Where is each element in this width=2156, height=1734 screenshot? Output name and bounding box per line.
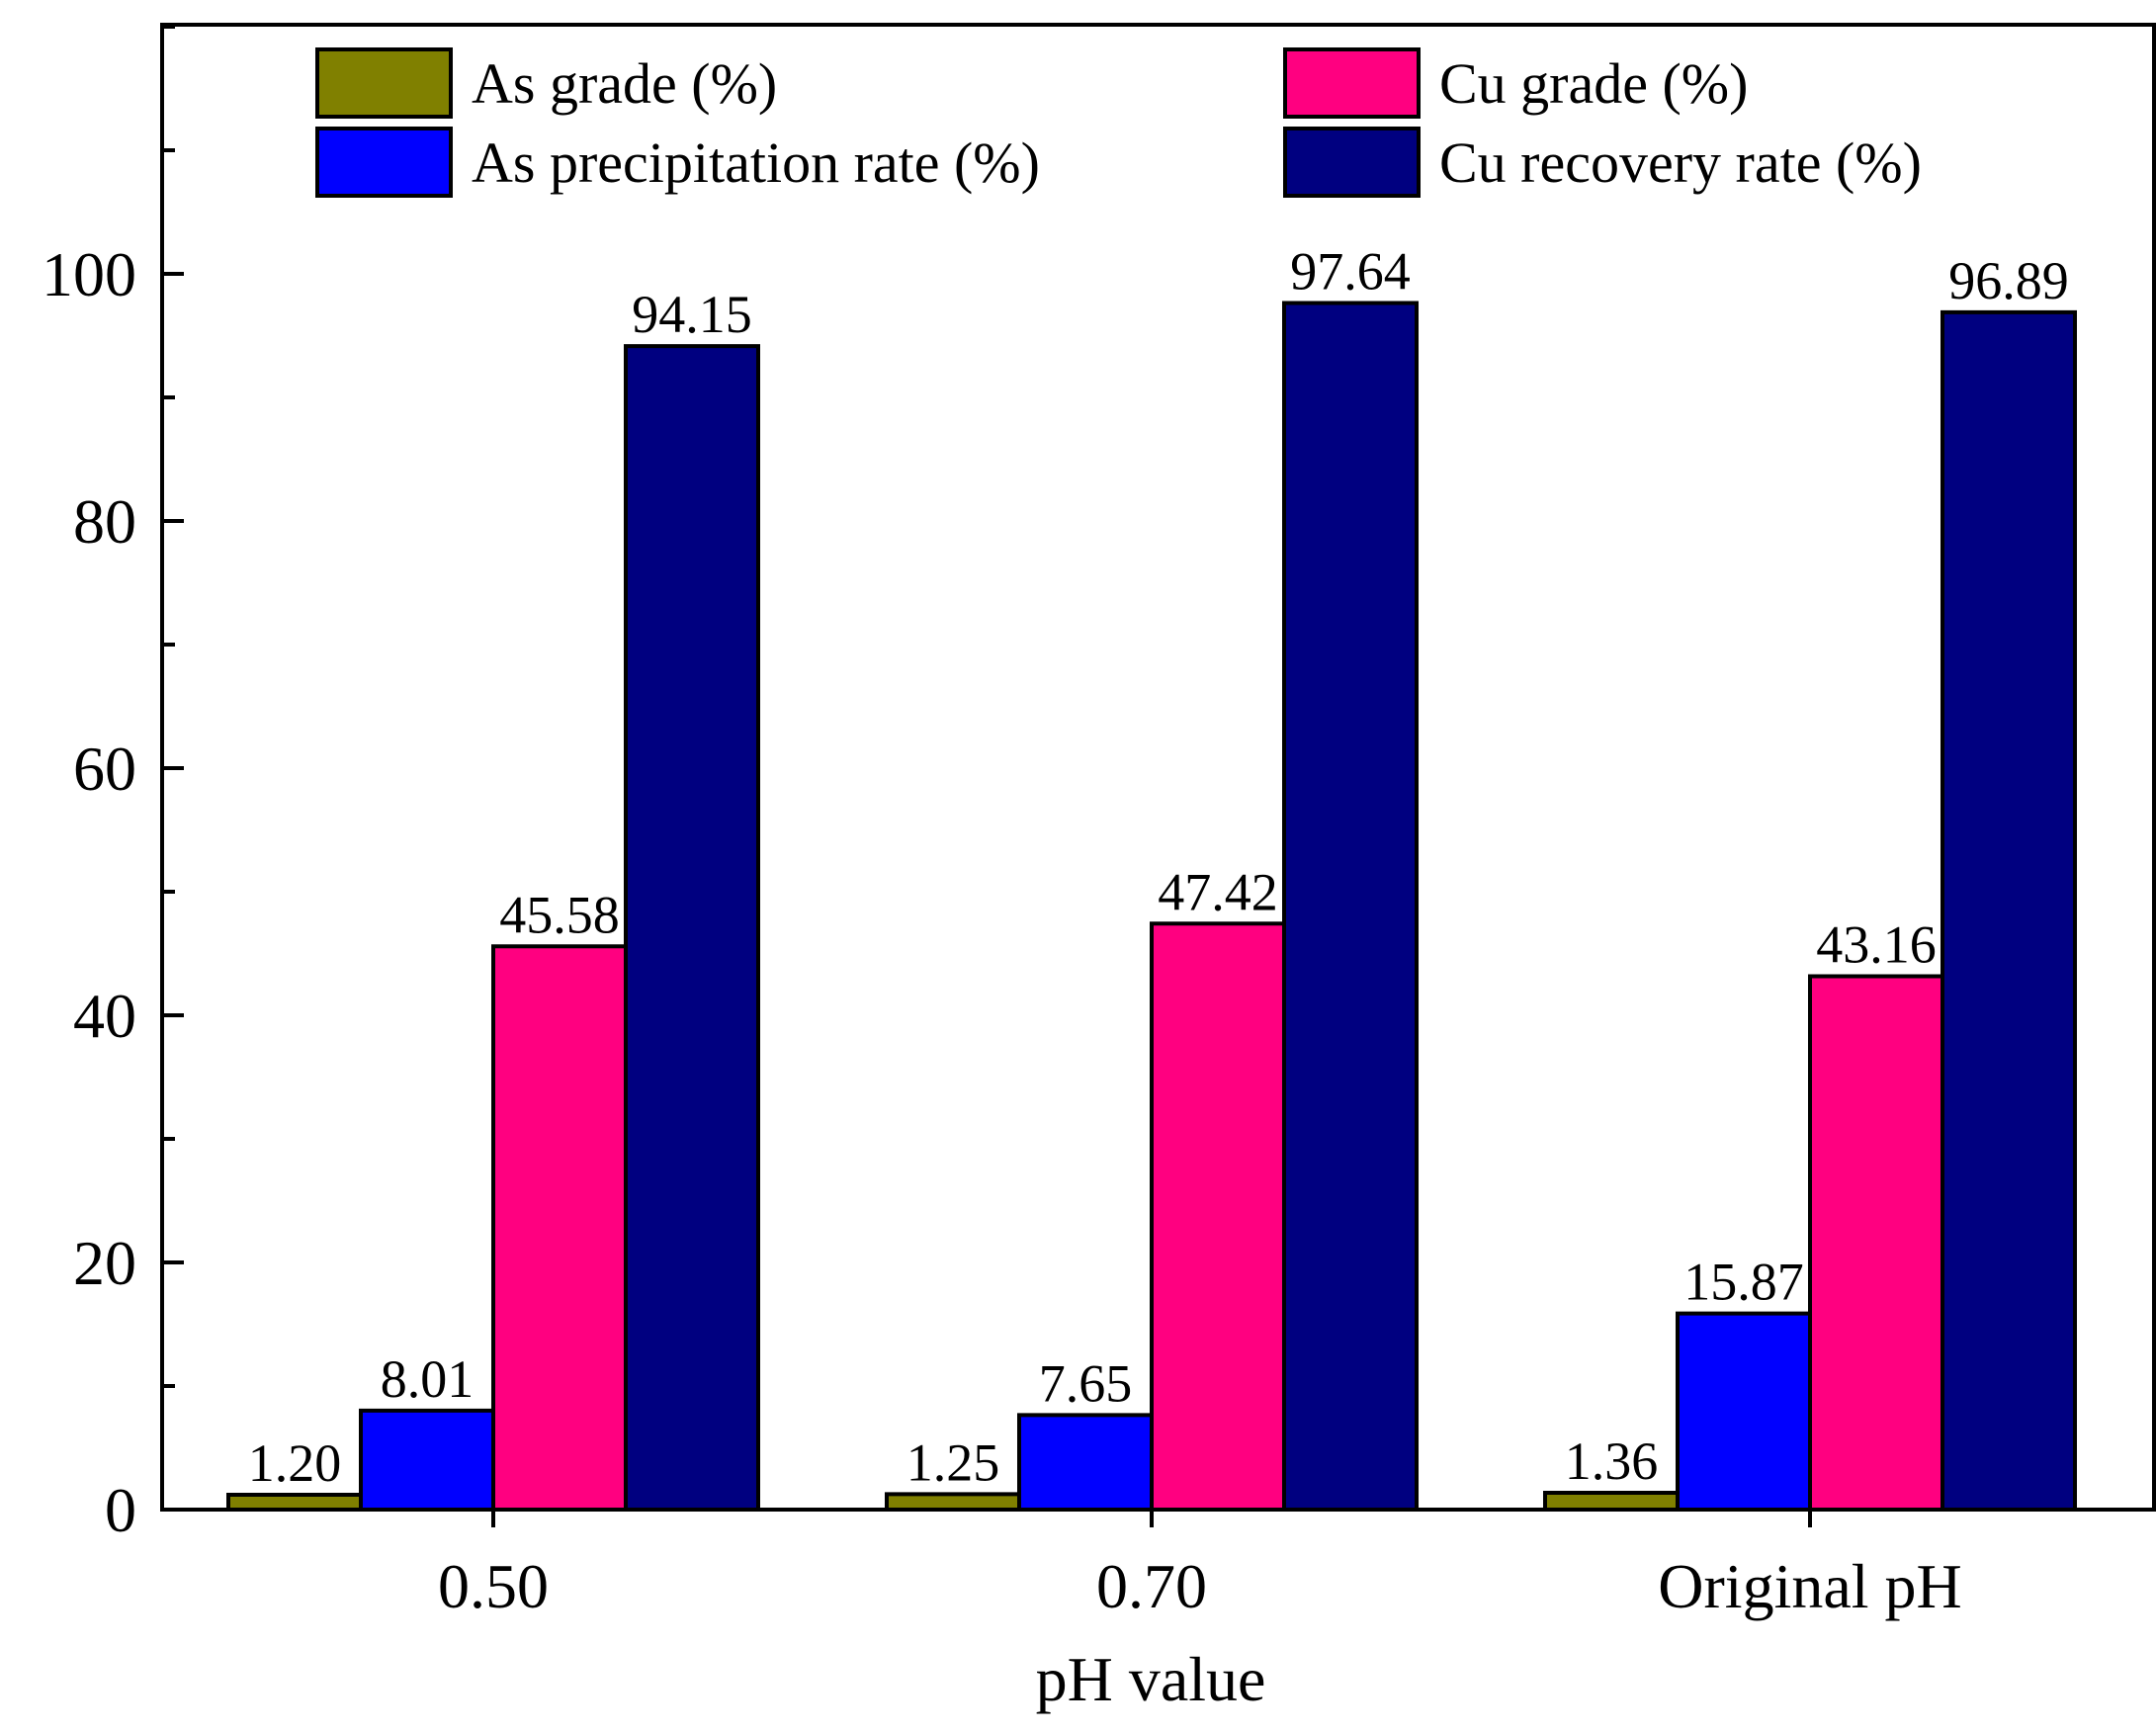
bar — [624, 344, 760, 1512]
bar-value-label: 97.64 — [1290, 242, 1411, 302]
bar — [885, 1492, 1021, 1512]
bar — [1940, 309, 2077, 1512]
bar — [226, 1493, 363, 1512]
legend-swatch — [315, 127, 453, 198]
bar-value-label: 15.87 — [1683, 1253, 1804, 1312]
y-axis: 0 20 40 60 80 100 — [42, 25, 184, 1545]
x-tick-label: 0.50 — [438, 1551, 549, 1621]
y-tick-label: 0 — [105, 1475, 136, 1545]
bar — [1543, 1491, 1680, 1512]
bar — [1150, 921, 1286, 1512]
legend-label: Cu grade (%) — [1439, 51, 1748, 116]
y-tick-label: 80 — [73, 486, 136, 557]
bar — [1808, 974, 1944, 1512]
bar-value-label: 96.89 — [1948, 251, 2069, 310]
y-tick-label: 100 — [42, 239, 136, 309]
bar-value-label: 94.15 — [632, 285, 752, 344]
x-axis: 0.50 0.70 Original pH — [438, 1510, 1962, 1621]
legend-swatch — [1283, 47, 1421, 119]
bar — [1017, 1413, 1154, 1512]
x-tick-label: 0.70 — [1096, 1551, 1207, 1621]
data-labels-group: 1.20 8.01 45.58 94.15 1.25 7.65 47.42 97.64 1.36… — [248, 242, 2069, 1494]
legend-label: Cu recovery rate (%) — [1439, 130, 1922, 195]
y-tick-label: 20 — [73, 1228, 136, 1298]
bar-value-label: 7.65 — [1039, 1353, 1133, 1413]
y-tick-label: 60 — [73, 734, 136, 804]
bar — [1676, 1311, 1812, 1512]
bar-value-label: 45.58 — [499, 885, 620, 944]
x-axis-title: pH value — [1036, 1644, 1266, 1714]
legend-label: As grade (%) — [472, 51, 777, 116]
y-tick-label: 40 — [73, 981, 136, 1051]
bar-value-label: 1.25 — [906, 1432, 1000, 1492]
legend-swatch — [315, 47, 453, 119]
legend: As grade (%) As precipitation rate (%) Cu … — [315, 47, 1922, 198]
bar-value-label: 47.42 — [1158, 862, 1278, 921]
bars-group — [226, 301, 2077, 1512]
bar-value-label: 1.20 — [248, 1433, 342, 1493]
bar-value-label: 1.36 — [1565, 1431, 1659, 1491]
x-tick-label: Original pH — [1658, 1551, 1962, 1621]
legend-label: As precipitation rate (%) — [472, 130, 1040, 195]
bar — [491, 944, 628, 1512]
bar-value-label: 8.01 — [381, 1349, 474, 1409]
legend-swatch — [1283, 127, 1421, 198]
bar — [1282, 301, 1419, 1512]
bar-value-label: 43.16 — [1816, 915, 1937, 975]
bar — [359, 1408, 495, 1512]
